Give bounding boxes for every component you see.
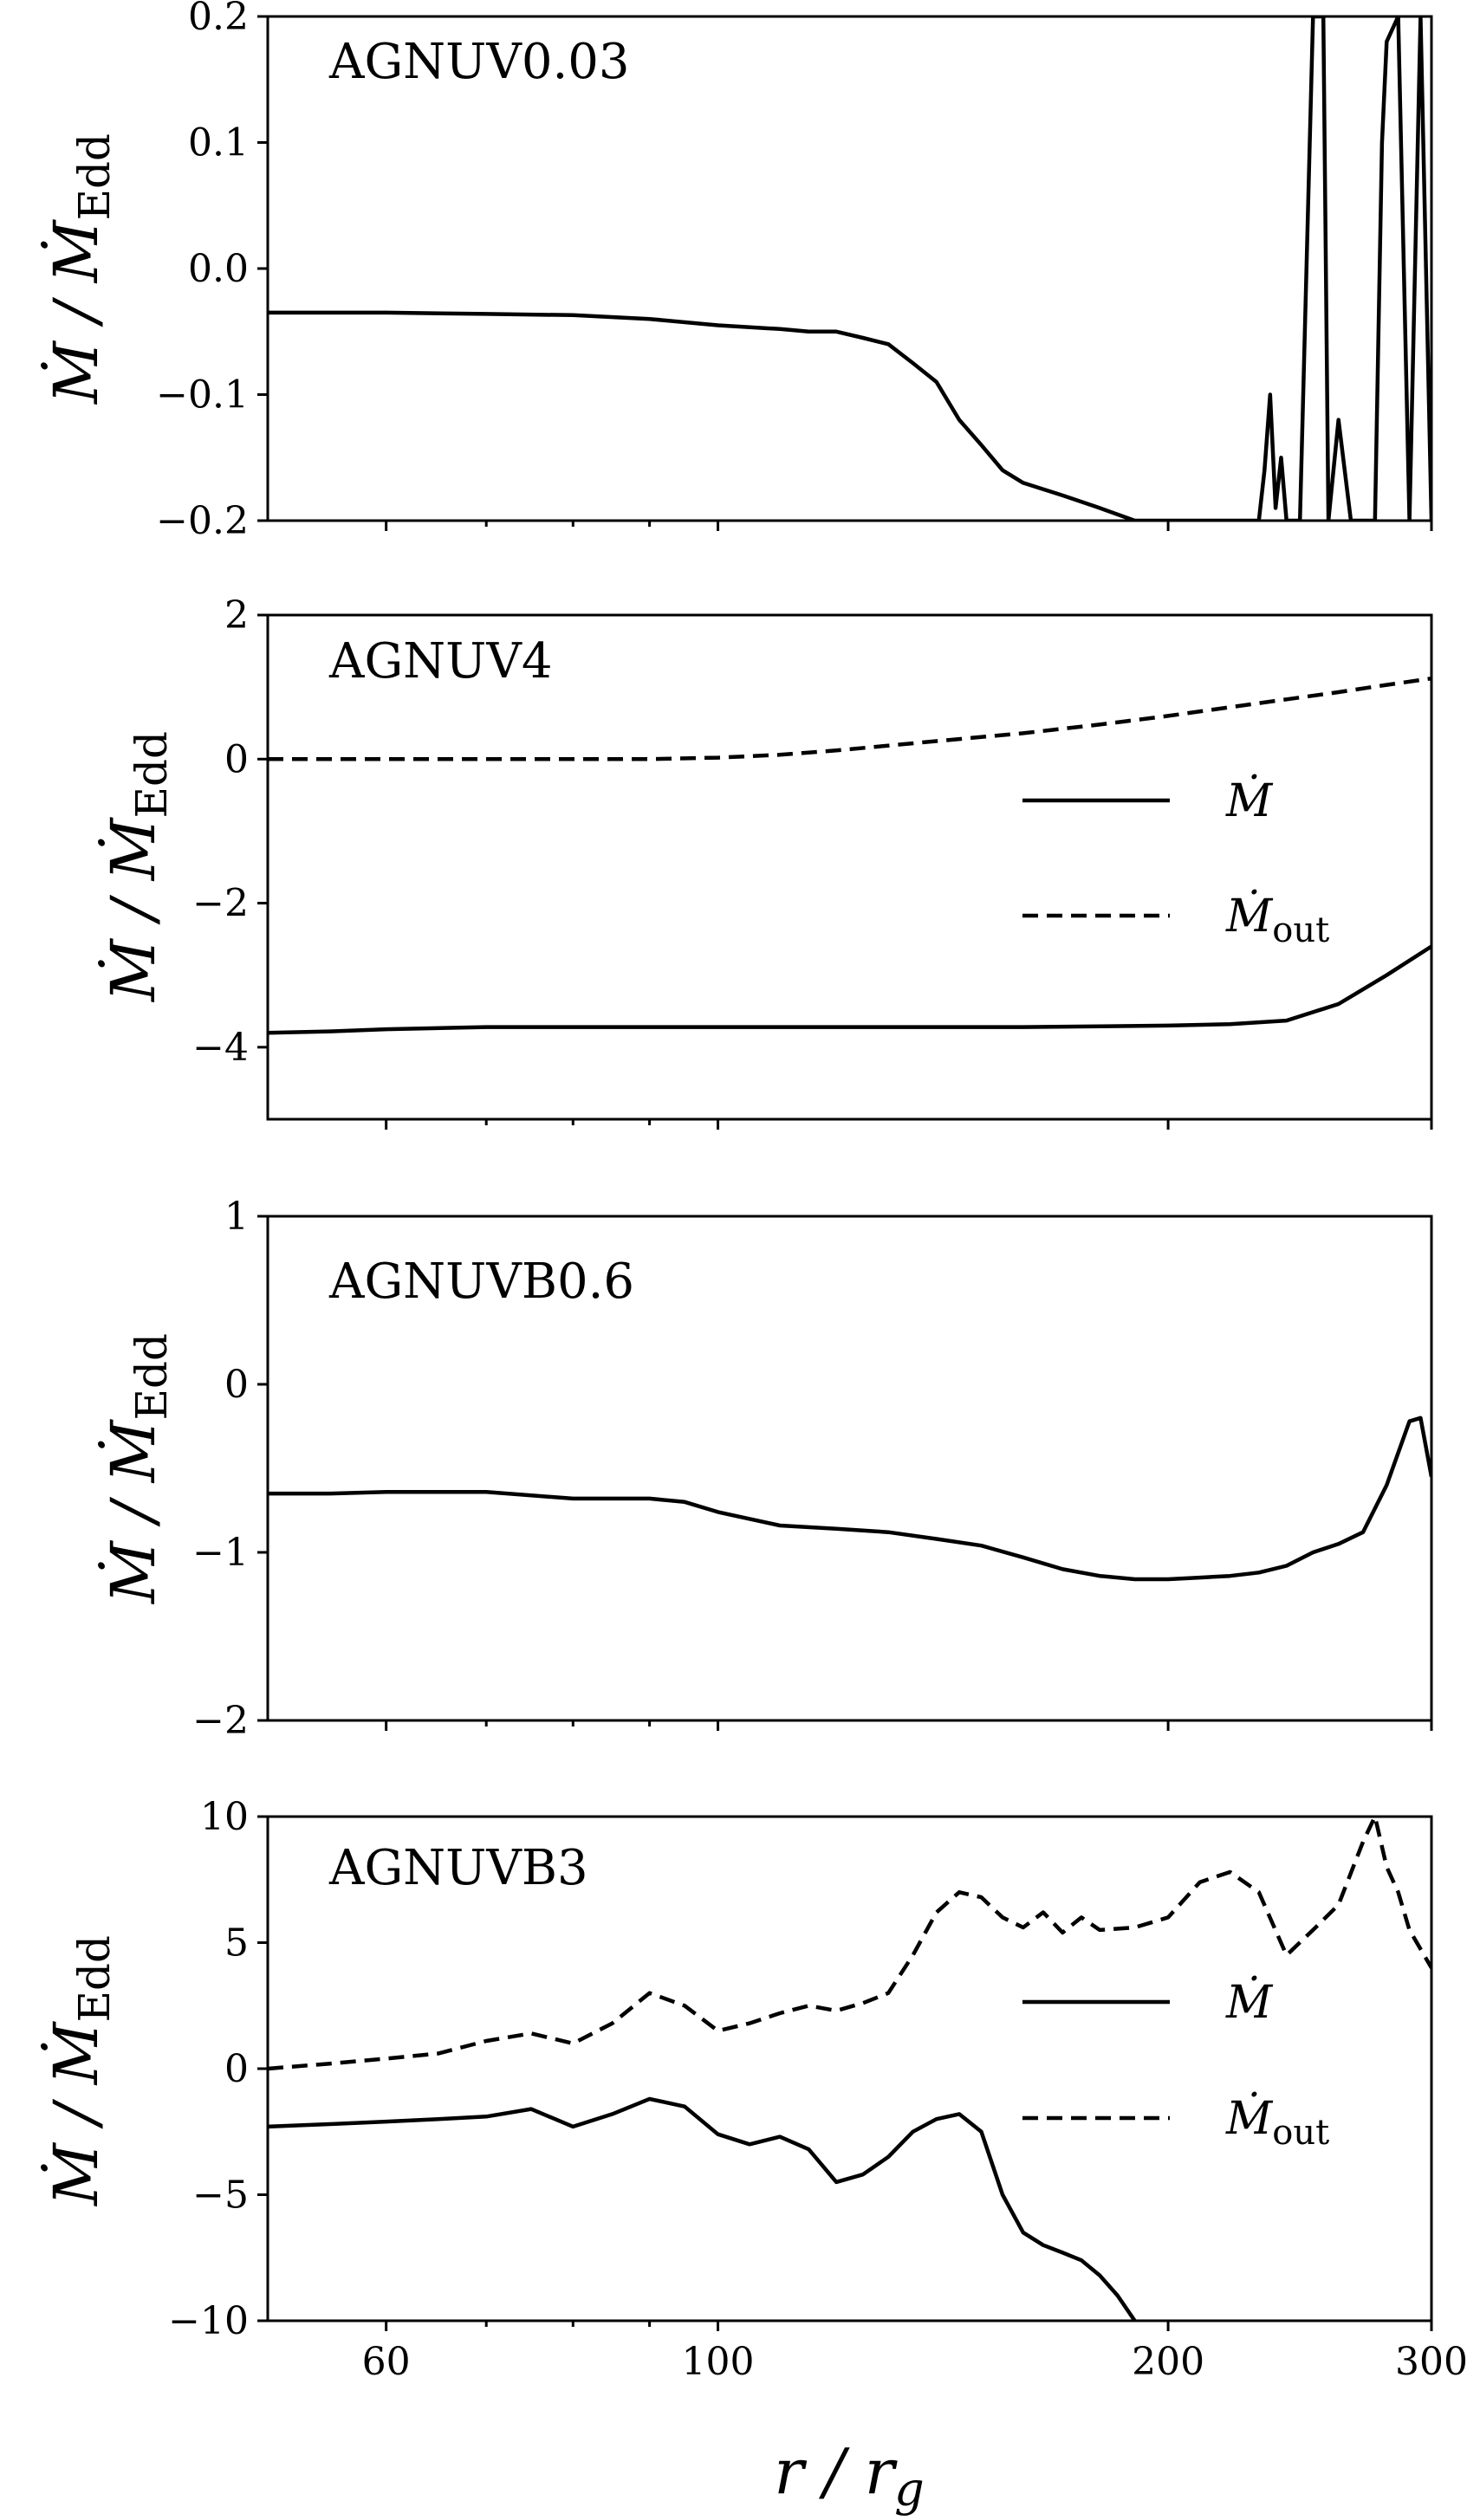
x-axis-label: r / rg (774, 2435, 924, 2517)
y-tick-group: −0.2 −0.1 0.0 0.1 0.2 (156, 0, 268, 543)
x-tick-label: 100 (682, 2340, 755, 2384)
panel-agnuv0.03: −0.2 −0.1 0.0 0.1 0.2 AGNUV0.03 Ṁ / ṀEdd (41, 0, 1433, 543)
axes-frame (266, 15, 1433, 522)
series-line-mdot-out (268, 676, 1431, 761)
x-tick-group: 60 100 200 300 (362, 2321, 1468, 2384)
y-axis-label: Ṁ / ṀEdd (98, 731, 177, 1003)
svg-text:r / rg: r / rg (774, 2435, 924, 2517)
svg-text:Ṁ / ṀEdd: Ṁ / ṀEdd (98, 731, 177, 1003)
y-tick-label: −0.1 (156, 373, 249, 418)
series-group (268, 1817, 1431, 2321)
y-tick-label: −2 (192, 882, 249, 926)
svg-text:Ṁ / ṀEdd: Ṁ / ṀEdd (98, 1333, 177, 1605)
y-tick-label: −4 (192, 1026, 249, 1070)
panel-label: AGNUV0.03 (328, 34, 630, 90)
legend: Ṁ Ṁout (1022, 1976, 1329, 2153)
legend: Ṁ Ṁout (1022, 774, 1329, 950)
y-tick-label: 0 (224, 737, 249, 781)
svg-text:Ṁ / ṀEdd: Ṁ / ṀEdd (41, 133, 120, 405)
legend-label-mdot-out: Ṁout (1225, 890, 1329, 950)
y-tick-label: 0.0 (188, 247, 249, 291)
series-group (268, 1415, 1431, 1582)
panel-label: AGNUVB3 (328, 1840, 588, 1896)
y-tick-label: −2 (192, 1699, 249, 1743)
series-line-mdot (268, 2096, 1137, 2321)
y-tick-label: 0 (224, 1363, 249, 1407)
panel-label: AGNUV4 (328, 633, 552, 690)
y-tick-label: 2 (224, 593, 249, 638)
legend-label-mdot: Ṁ (1225, 774, 1274, 827)
legend-label-mdot-out: Ṁout (1225, 2092, 1329, 2153)
y-tick-label: −0.2 (156, 499, 249, 543)
x-tick-label: 300 (1395, 2340, 1468, 2384)
y-tick-label: 10 (200, 1795, 249, 1839)
series-group (268, 16, 1431, 521)
x-tick-group (385, 1720, 1433, 1731)
y-tick-group: −4 −2 0 2 (192, 593, 268, 1070)
series-line-mdot (268, 16, 1431, 521)
legend-label-mdot: Ṁ (1225, 1976, 1274, 2029)
x-tick-group (385, 521, 1433, 531)
y-axis-label: Ṁ / ṀEdd (98, 1333, 177, 1605)
x-tick-label: 200 (1132, 2340, 1204, 2384)
series-line-mdot-out (268, 1817, 1431, 2071)
svg-text:Ṁ / ṀEdd: Ṁ / ṀEdd (41, 1935, 120, 2207)
y-tick-label: −5 (192, 2173, 249, 2218)
x-tick-label: 60 (362, 2340, 411, 2384)
y-tick-group: −2 −1 0 1 (192, 1195, 268, 1743)
y-tick-label: −1 (192, 1531, 249, 1575)
y-tick-group: −10 −5 0 5 10 (168, 1795, 268, 2343)
panel-agnuv4: −4 −2 0 2 AGNUV4 Ṁ Ṁout Ṁ / ṀEdd (98, 593, 1433, 1130)
x-tick-group (385, 1119, 1433, 1130)
y-tick-label: 0 (224, 2047, 249, 2091)
y-tick-label: 0.1 (188, 121, 249, 165)
series-group (268, 676, 1431, 1035)
y-tick-label: 1 (224, 1195, 249, 1239)
y-axis-label: Ṁ / ṀEdd (41, 1935, 120, 2207)
y-axis-label: Ṁ / ṀEdd (41, 133, 120, 405)
series-line-mdot (268, 1415, 1431, 1582)
panel-label: AGNUVB0.6 (328, 1254, 634, 1310)
y-tick-label: −10 (168, 2299, 249, 2343)
axes-frame (266, 613, 1433, 1121)
panel-agnuvb0.6: −2 −1 0 1 AGNUVB0.6 Ṁ / ṀEdd (98, 1195, 1433, 1743)
series-line-mdot (268, 944, 1431, 1035)
panel-agnuvb3: −10 −5 0 5 10 60 100 200 300 AGNUVB3 Ṁ Ṁout Ṁ /… (41, 1795, 1468, 2384)
y-tick-label: 5 (224, 1921, 249, 1966)
y-tick-label: 0.2 (188, 0, 249, 39)
